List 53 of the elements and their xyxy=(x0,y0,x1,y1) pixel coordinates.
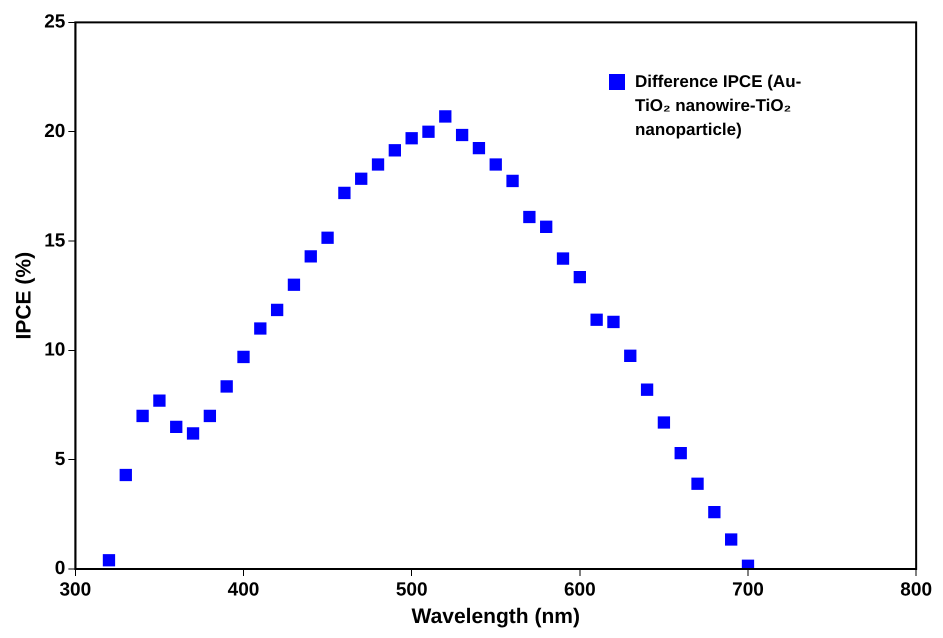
point xyxy=(204,410,216,422)
point xyxy=(220,380,233,393)
point xyxy=(170,420,182,434)
x-tick-label: 700 xyxy=(732,580,764,601)
point xyxy=(708,506,721,518)
y-tick-label: 5 xyxy=(54,448,66,470)
point xyxy=(338,186,351,200)
point xyxy=(439,110,452,123)
point xyxy=(640,384,654,396)
point xyxy=(490,158,502,171)
point xyxy=(556,252,570,265)
point xyxy=(321,232,334,244)
point xyxy=(607,316,620,328)
point xyxy=(540,220,552,233)
point xyxy=(355,172,368,185)
point xyxy=(186,427,200,440)
point xyxy=(304,250,317,262)
x-axis-title: Wavelength (nm) xyxy=(412,605,580,628)
point xyxy=(120,468,132,482)
point xyxy=(372,158,384,171)
point xyxy=(456,128,468,142)
legend-label: Difference IPCE (Au-TiO₂ nanowire-TiO₂ nanoparticle) xyxy=(635,71,802,141)
point xyxy=(422,126,435,138)
point xyxy=(388,144,401,156)
x-tick-label: 500 xyxy=(396,580,428,601)
point xyxy=(237,350,250,364)
point xyxy=(472,142,486,154)
point xyxy=(506,174,519,188)
point xyxy=(725,533,738,546)
x-tick-label: 300 xyxy=(59,580,92,601)
point xyxy=(691,478,704,490)
point xyxy=(658,416,670,429)
x-tick-label: 800 xyxy=(900,580,932,601)
y-axis-title: IPCE (%) xyxy=(12,252,36,340)
point xyxy=(574,270,586,284)
y-tick-label: 20 xyxy=(44,120,66,142)
point xyxy=(590,314,603,326)
x-tick-label: 600 xyxy=(564,580,596,601)
point xyxy=(136,410,149,422)
point xyxy=(254,322,266,335)
y-tick-label: 25 xyxy=(44,12,66,33)
point xyxy=(288,278,300,291)
point xyxy=(102,554,116,566)
y-tick-label: 0 xyxy=(54,558,66,580)
point xyxy=(153,394,166,407)
point xyxy=(624,350,636,362)
x-tick-label: 400 xyxy=(228,580,260,601)
point xyxy=(270,304,284,316)
y-tick-label: 10 xyxy=(44,340,66,361)
point xyxy=(406,132,418,144)
point xyxy=(674,446,687,460)
y-tick-label: 15 xyxy=(44,230,66,252)
point xyxy=(523,210,536,224)
